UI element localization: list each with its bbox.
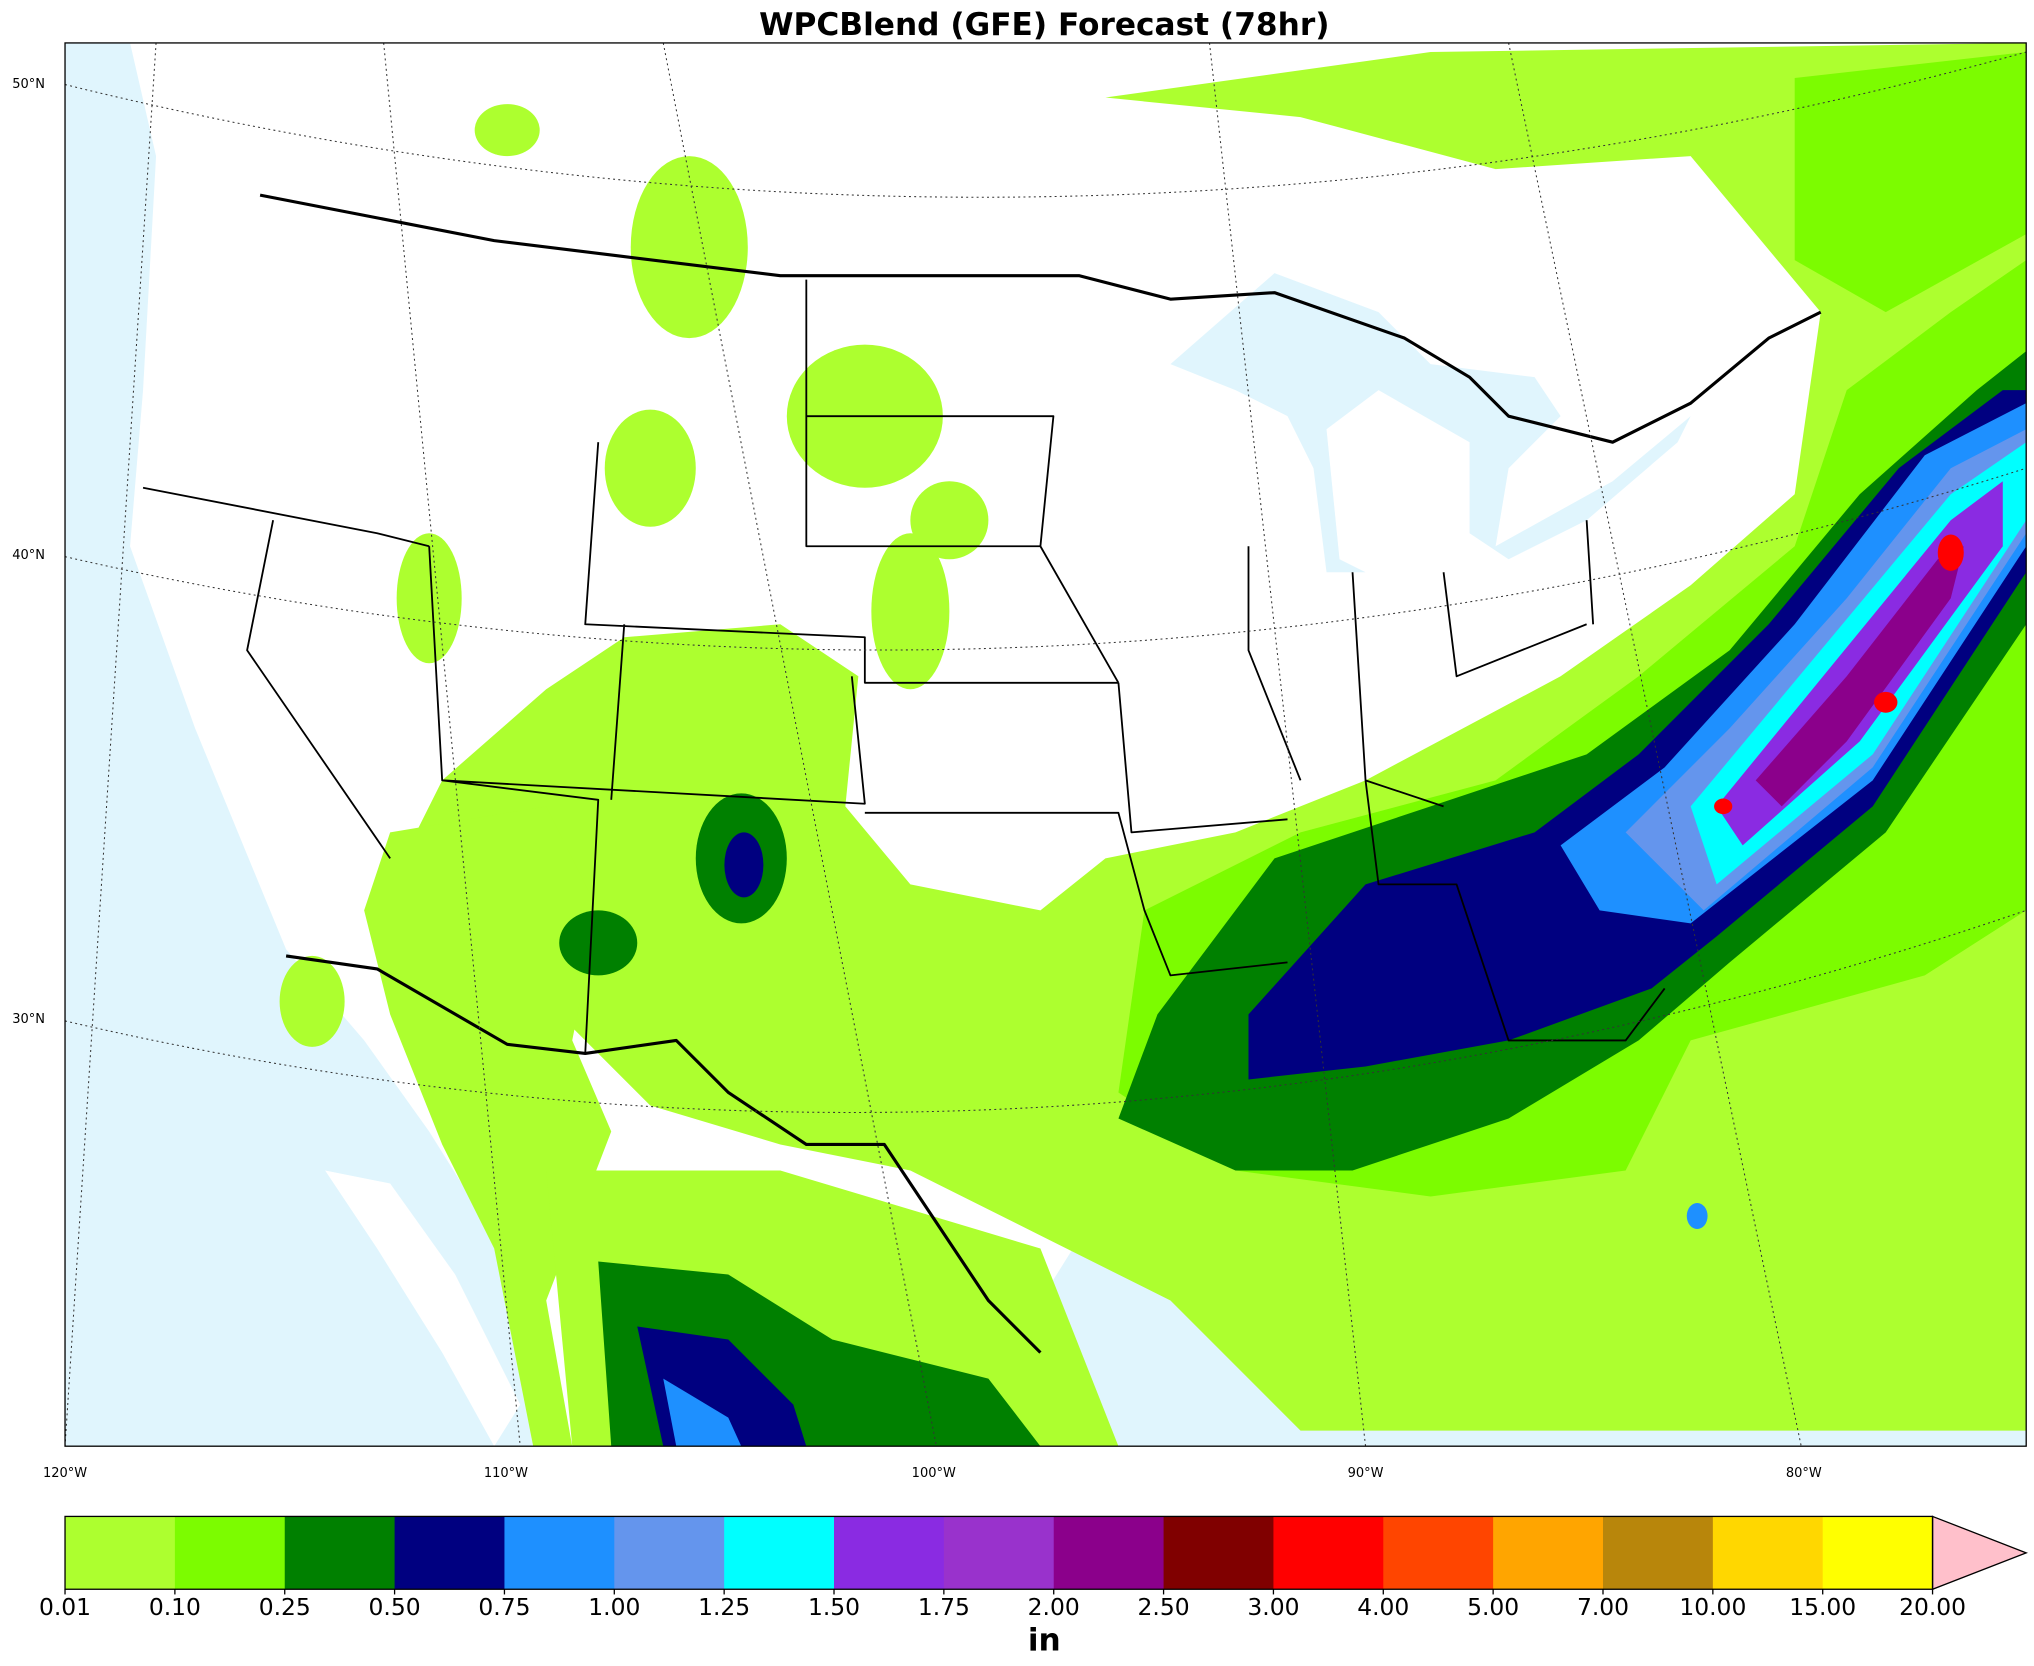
colorbar-swatch	[1602, 1516, 1714, 1590]
colorbar-label: 4.00	[1357, 1593, 1409, 1621]
precip-area	[1755, 546, 1964, 807]
state-lines	[142, 279, 1666, 1054]
precipitation	[279, 42, 2027, 1447]
precip-area	[1714, 798, 1733, 815]
colorbar-label: 20.00	[1899, 1593, 1966, 1621]
colorbar-swatch	[724, 1516, 835, 1590]
colorbar-label: 0.10	[149, 1593, 201, 1621]
colorbar-label: 0.75	[478, 1593, 530, 1621]
land	[130, 42, 2027, 1447]
map-area	[65, 42, 2027, 1447]
colorbar-label: 1.50	[808, 1593, 860, 1621]
colorbar-label: 0.01	[39, 1593, 91, 1621]
colorbar-swatch	[504, 1516, 615, 1590]
lon-label: 90°W	[1348, 1466, 1384, 1481]
precip-area	[604, 409, 696, 527]
colorbar-label: 1.00	[588, 1593, 640, 1621]
precip-area	[724, 832, 764, 898]
colorbar-swatch	[394, 1516, 506, 1590]
lon-label: 100°W	[912, 1466, 956, 1481]
lon-label: 120°W	[43, 1466, 87, 1481]
colorbar-label: 2.00	[1028, 1593, 1080, 1621]
map-title: WPCBlend (GFE) Forecast (78hr)	[759, 7, 1329, 43]
precip-area	[396, 533, 462, 664]
precip-area	[279, 955, 345, 1047]
precip-area	[1874, 691, 1898, 713]
precip-area	[474, 104, 540, 157]
colorbar-swatch	[65, 1516, 176, 1590]
precip-area	[1248, 390, 2027, 1080]
colorbar-label: 3.00	[1247, 1593, 1299, 1621]
land	[325, 1170, 521, 1447]
precip-area	[559, 910, 638, 976]
colorbar-label: 15.00	[1789, 1593, 1856, 1621]
map-frame	[64, 42, 2027, 1447]
lat-label: 40°N	[12, 548, 45, 563]
colorbar-swatch	[614, 1516, 725, 1590]
colorbar-label: 0.25	[259, 1593, 311, 1621]
colorbar-swatch	[1493, 1516, 1604, 1590]
border	[285, 954, 1042, 1354]
colorbar-swatch	[834, 1516, 945, 1590]
colorbar-label: 10.00	[1679, 1593, 1746, 1621]
colorbar-label: 1.25	[698, 1593, 750, 1621]
lat-label: 50°N	[12, 77, 45, 92]
border	[259, 193, 1822, 444]
colorbar-swatch	[284, 1516, 396, 1590]
colorbar-extend	[1931, 1515, 2028, 1591]
colorbar-swatch	[1712, 1516, 1824, 1590]
colorbar-swatch	[1053, 1516, 1165, 1590]
precip-area	[1937, 534, 1964, 571]
colorbar-swatch	[1383, 1516, 1494, 1590]
colorbar-swatch	[1273, 1516, 1384, 1590]
colorbar: 0.01 0.10 0.25 0.50 0.75 1.00 1.25 1.50 1.75 2.00…	[39, 1515, 2028, 1621]
lon-label: 80°W	[1786, 1466, 1822, 1481]
colorbar-label: 1.75	[918, 1593, 970, 1621]
graticule	[65, 42, 2027, 1447]
precip-area	[910, 481, 989, 560]
colorbar-swatch	[1163, 1516, 1275, 1590]
colorbar-frame	[64, 1515, 1934, 1590]
colorbar-label: 7.00	[1577, 1593, 1629, 1621]
lake	[1170, 273, 1691, 573]
colorbar-label: 2.50	[1138, 1593, 1190, 1621]
precip-area	[630, 156, 748, 339]
colorbar-label: 0.50	[369, 1593, 421, 1621]
precip-area	[663, 1378, 742, 1447]
precip-area	[1686, 1202, 1708, 1230]
colorbar-swatch	[943, 1516, 1055, 1590]
lat-label: 30°N	[12, 1012, 45, 1027]
lon-label: 110°W	[484, 1466, 528, 1481]
precip-area	[1794, 52, 2027, 313]
colorbar-swatch	[1822, 1516, 1934, 1590]
precip-area	[364, 806, 612, 1447]
colorbar-swatch	[174, 1516, 286, 1590]
colorbar-label: 5.00	[1467, 1593, 1519, 1621]
colorbar-unit: in	[1028, 1622, 1061, 1658]
